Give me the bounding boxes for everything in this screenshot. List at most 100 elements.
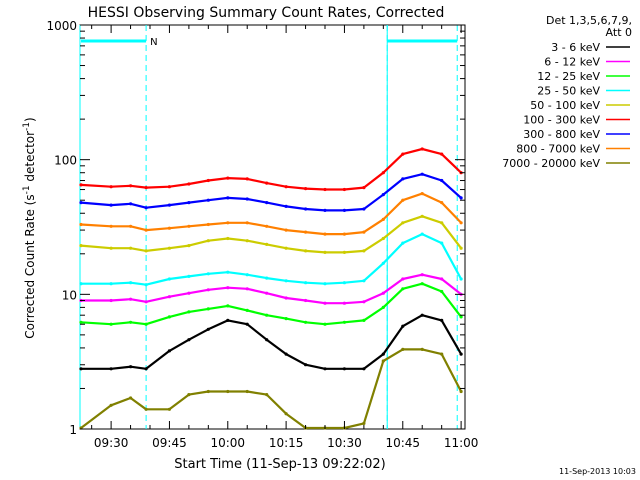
data-point	[342, 320, 346, 324]
y-axis-label-sup1: -1	[22, 185, 32, 194]
data-point	[459, 246, 463, 250]
data-point	[284, 279, 288, 283]
data-point	[109, 246, 113, 250]
data-point	[265, 313, 269, 317]
data-point	[79, 320, 83, 324]
data-point	[459, 352, 463, 356]
data-point	[342, 301, 346, 305]
x-tick-label: 10:45	[385, 436, 420, 450]
y-axis-label: Corrected Count Rate (s-1 detector-1)	[22, 117, 37, 338]
data-point	[206, 272, 210, 276]
data-point	[420, 232, 424, 236]
y-axis-label-part2: detector	[23, 131, 37, 186]
y-axis-label-part1: Corrected Count Rate (s	[23, 194, 37, 338]
series-line-1	[81, 273, 462, 305]
data-point	[323, 301, 327, 305]
data-point	[144, 407, 148, 411]
x-tick-label: 10:00	[210, 436, 245, 450]
data-point	[187, 201, 191, 205]
data-point	[362, 230, 366, 234]
data-point	[342, 250, 346, 254]
x-tick-label: 10:15	[269, 436, 304, 450]
data-point	[129, 184, 133, 188]
data-point	[265, 276, 269, 280]
data-point	[420, 347, 424, 351]
data-point	[226, 176, 230, 180]
data-point	[109, 322, 113, 326]
data-point	[245, 197, 249, 201]
data-point	[129, 320, 133, 324]
data-point	[304, 281, 308, 285]
data-point	[109, 367, 113, 371]
data-point	[245, 177, 249, 181]
data-point	[226, 270, 230, 274]
data-point	[79, 201, 83, 205]
legend-entry-label: 25 - 50 keV	[537, 85, 600, 98]
data-point	[245, 221, 249, 225]
data-point	[420, 147, 424, 151]
legend-header: Det 1,3,5,6,7,9,	[546, 14, 632, 27]
x-axis-label: Start Time (11-Sep-13 09:22:02)	[174, 457, 385, 472]
legend-entry-label: 12 - 25 keV	[537, 70, 600, 83]
data-point	[265, 181, 269, 185]
legend-entry-label: 100 - 300 keV	[523, 114, 600, 127]
legend-entry-label: 50 - 100 keV	[530, 99, 600, 112]
data-point	[304, 230, 308, 234]
data-point	[420, 172, 424, 176]
series-line-8	[80, 348, 463, 430]
data-point	[284, 204, 288, 208]
data-point	[440, 152, 444, 156]
data-point	[304, 187, 308, 191]
data-point	[187, 310, 191, 314]
data-point	[401, 277, 405, 281]
data-point	[206, 288, 210, 292]
data-point	[206, 307, 210, 311]
data-point	[362, 367, 366, 371]
data-point	[381, 236, 385, 241]
data-point	[420, 192, 424, 196]
data-point	[362, 207, 366, 211]
data-point	[381, 291, 385, 295]
data-point	[167, 349, 171, 353]
data-point	[440, 289, 444, 294]
data-point	[79, 244, 83, 248]
data-point	[323, 250, 327, 254]
data-point	[144, 367, 148, 371]
data-point	[323, 367, 327, 371]
data-point	[420, 313, 424, 317]
data-point	[79, 282, 83, 286]
data-point	[144, 322, 148, 326]
data-point	[265, 224, 269, 228]
data-point	[420, 282, 424, 286]
data-point	[381, 193, 385, 197]
data-point	[79, 222, 83, 227]
data-point	[206, 222, 210, 227]
overlay-layer: N	[79, 25, 458, 429]
data-point	[226, 221, 230, 225]
data-point	[226, 318, 230, 322]
data-point	[187, 244, 191, 248]
data-point	[167, 185, 171, 189]
y-tick-label: 1	[69, 423, 77, 437]
axis-layer: 09:30 09:45 10:00 10:15 10:30 10:45 11:00 1 10 10…	[46, 19, 478, 450]
data-point	[304, 363, 308, 367]
series-layer	[79, 147, 463, 430]
data-point	[109, 185, 113, 189]
chart-title: HESSI Observing Summary Count Rates, Cor…	[88, 5, 445, 21]
data-point	[440, 221, 444, 225]
y-axis-label-sup2: -1	[22, 122, 32, 131]
data-point	[284, 412, 288, 416]
data-point	[265, 291, 269, 295]
data-point	[284, 185, 288, 189]
legend-entry-label: 7000 - 20000 keV	[502, 157, 600, 170]
data-point	[459, 277, 463, 281]
data-point	[440, 277, 444, 281]
data-point	[167, 226, 171, 230]
data-point	[144, 249, 148, 253]
data-point	[109, 403, 113, 407]
data-point	[187, 182, 191, 186]
data-point	[342, 367, 346, 371]
data-point	[245, 322, 249, 326]
data-point	[401, 287, 405, 291]
